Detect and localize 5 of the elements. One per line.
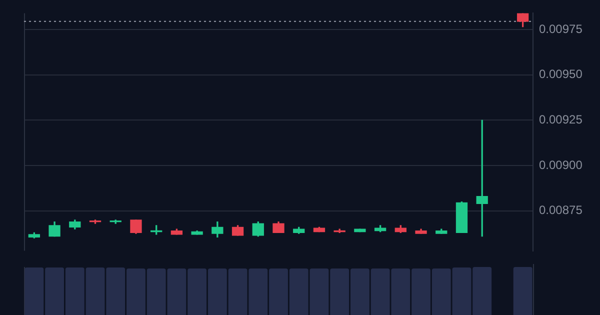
y-tick-label: 0.00900	[539, 158, 583, 172]
y-tick-label: 0.00950	[539, 67, 583, 82]
y-tick-label: 0.00975	[539, 22, 583, 36]
y-tick-label: 0.00925	[539, 112, 583, 127]
y-tick-label: 0.00875	[539, 203, 583, 218]
